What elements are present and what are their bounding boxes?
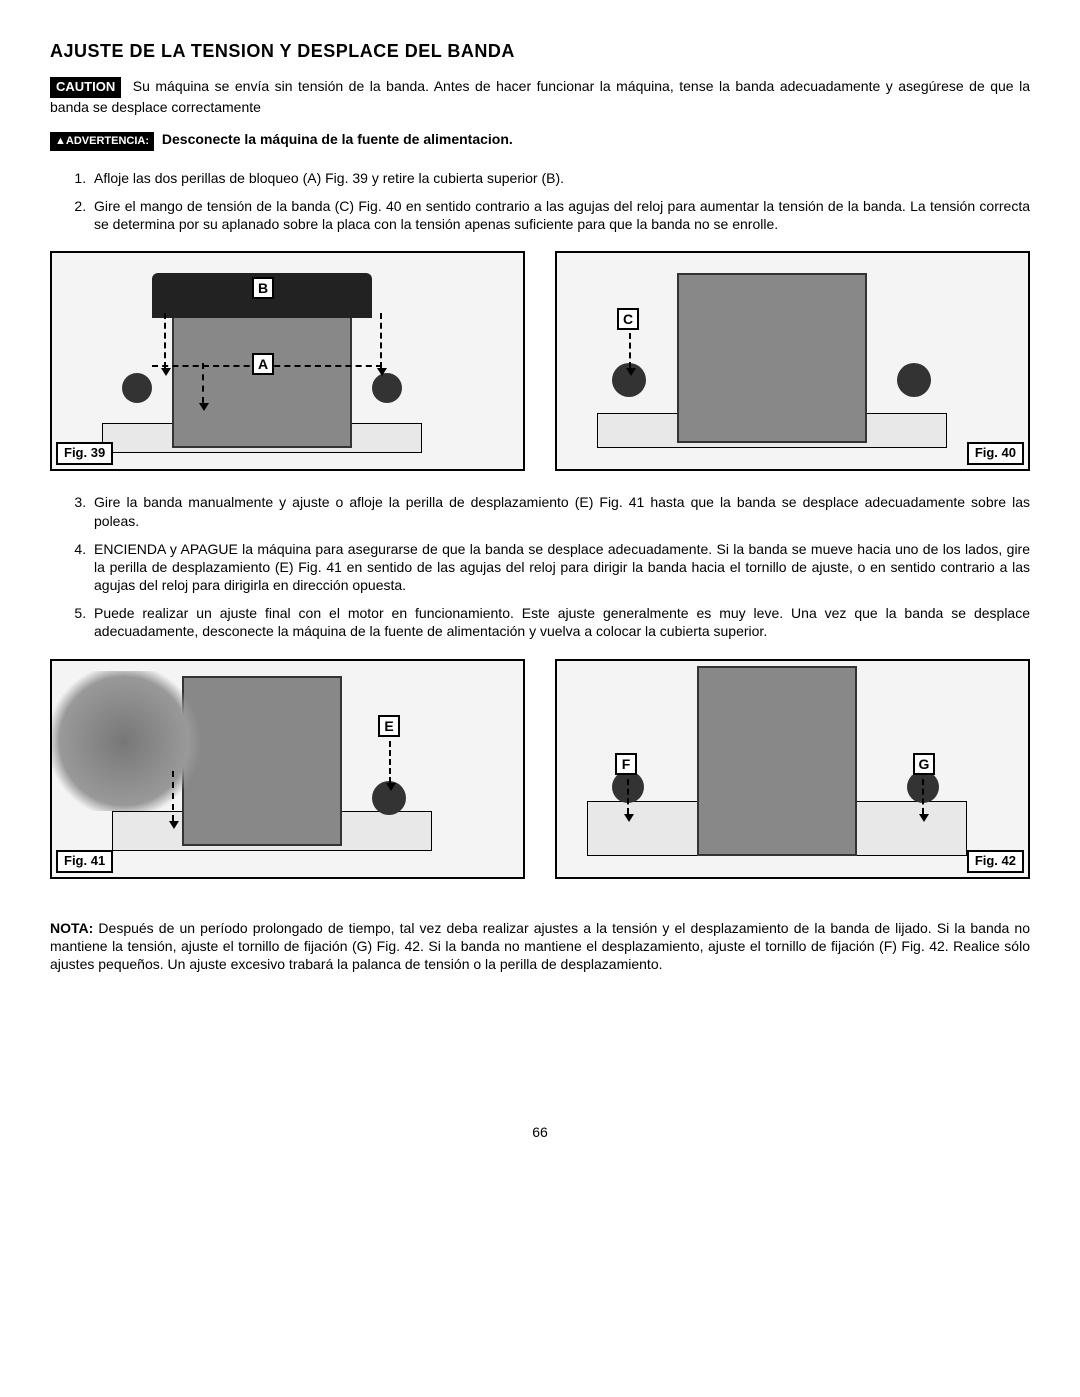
intro-text: Su máquina se envía sin tensión de la ba… xyxy=(50,78,1030,115)
figure-41: E Fig. 41 xyxy=(50,659,525,879)
figure-39: B A Fig. 39 xyxy=(50,251,525,471)
note-body: Después de un período prolongado de tiem… xyxy=(50,920,1030,972)
callout-f: F xyxy=(615,753,637,775)
step-item: Gire el mango de tensión de la banda (C)… xyxy=(90,197,1030,233)
figure-label: Fig. 41 xyxy=(56,850,113,873)
step-item: ENCIENDA y APAGUE la máquina para asegur… xyxy=(90,540,1030,595)
page-number: 66 xyxy=(50,1123,1030,1141)
callout-b: B xyxy=(252,277,274,299)
figure-label: Fig. 42 xyxy=(967,850,1024,873)
steps-list-2: Gire la banda manualmente y ajuste o afl… xyxy=(50,493,1030,640)
warning-line: ▲ADVERTENCIA: Desconecte la máquina de l… xyxy=(50,130,1030,150)
page-title: AJUSTE DE LA TENSION Y DESPLACE DEL BAND… xyxy=(50,40,1030,63)
figure-label: Fig. 40 xyxy=(967,442,1024,465)
figure-row-1: B A Fig. 39 C Fig. 40 xyxy=(50,251,1030,471)
step-item: Puede realizar un ajuste final con el mo… xyxy=(90,604,1030,640)
callout-c: C xyxy=(617,308,639,330)
warning-text: Desconecte la máquina de la fuente de al… xyxy=(162,131,513,147)
figure-label: Fig. 39 xyxy=(56,442,113,465)
figure-42: F G Fig. 42 xyxy=(555,659,1030,879)
warning-badge: ▲ADVERTENCIA: xyxy=(50,132,154,150)
callout-a: A xyxy=(252,353,274,375)
callout-g: G xyxy=(913,753,935,775)
caution-badge: CAUTION xyxy=(50,77,121,98)
intro-paragraph: CAUTION Su máquina se envía sin tensión … xyxy=(50,77,1030,116)
step-item: Gire la banda manualmente y ajuste o afl… xyxy=(90,493,1030,529)
steps-list-1: Afloje las dos perillas de bloqueo (A) F… xyxy=(50,169,1030,234)
note-paragraph: NOTA: Después de un período prolongado d… xyxy=(50,919,1030,974)
note-label: NOTA: xyxy=(50,920,93,936)
figure-40: C Fig. 40 xyxy=(555,251,1030,471)
step-item: Afloje las dos perillas de bloqueo (A) F… xyxy=(90,169,1030,187)
callout-e: E xyxy=(378,715,400,737)
figure-row-2: E Fig. 41 F G Fig. 42 xyxy=(50,659,1030,879)
